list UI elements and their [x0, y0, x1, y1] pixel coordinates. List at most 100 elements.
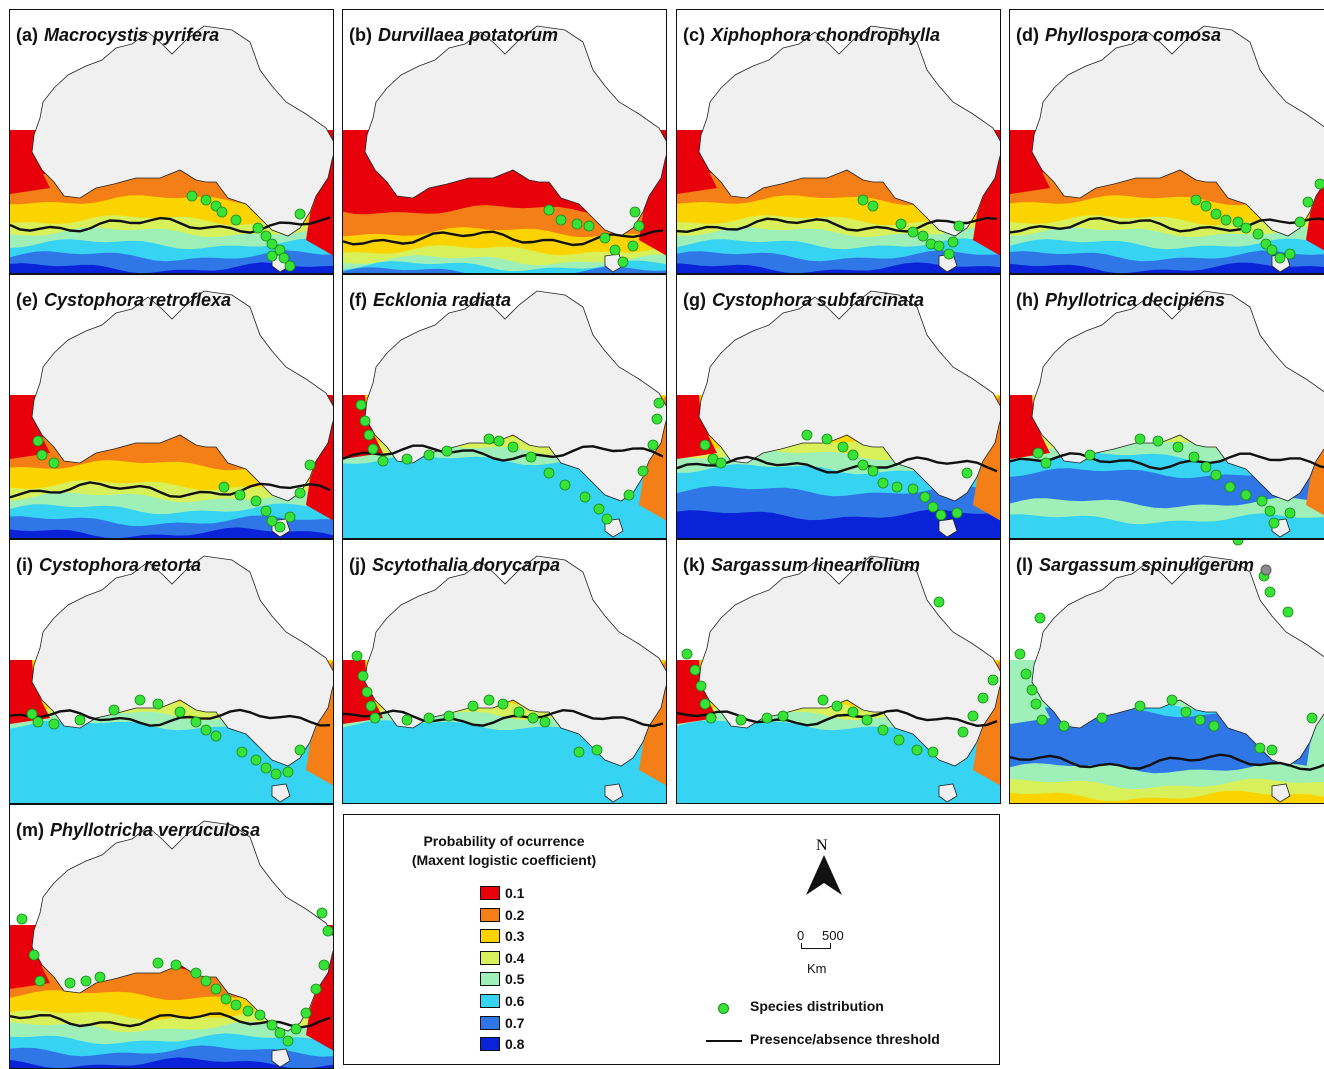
species-point — [191, 968, 201, 978]
map-panel: (a)Macrocystis pyrifera — [9, 9, 334, 274]
legend-item: 0.3 — [480, 928, 524, 944]
species-point — [592, 745, 602, 755]
species-name: Phyllotricha verruculosa — [50, 820, 260, 840]
species-point — [1181, 707, 1191, 717]
species-point — [1275, 253, 1285, 263]
species-point — [211, 731, 221, 741]
species-point — [231, 1000, 241, 1010]
species-point — [544, 205, 554, 215]
scale-zero: 0 — [797, 928, 804, 943]
species-point — [762, 713, 772, 723]
species-point — [378, 456, 388, 466]
species-point — [201, 725, 211, 735]
species-point — [892, 482, 902, 492]
species-point — [468, 701, 478, 711]
species-point — [261, 763, 271, 773]
panel-label: (d)Phyllospora comosa — [1016, 25, 1221, 46]
legend-item: 0.2 — [480, 907, 524, 923]
panel-letter: (e) — [16, 290, 38, 310]
species-point — [362, 687, 372, 697]
species-name: Phyllospora comosa — [1045, 25, 1221, 45]
species-point — [135, 695, 145, 705]
species-point — [1167, 695, 1177, 705]
probability-map — [10, 540, 334, 804]
species-point — [690, 665, 700, 675]
map-panel: (c)Xiphophora chondrophylla — [676, 9, 1001, 274]
species-point — [187, 191, 197, 201]
species-point — [311, 984, 321, 994]
map-panel: (f)Ecklonia radiata — [342, 274, 667, 539]
species-point — [1195, 715, 1205, 725]
panel-letter: (l) — [1016, 555, 1033, 575]
legend-value: 0.1 — [505, 885, 524, 901]
species-point — [630, 207, 640, 217]
species-point — [283, 1036, 293, 1046]
map-panel: (h)Phyllotrica decipiens — [1009, 274, 1324, 539]
species-point — [191, 717, 201, 727]
species-name: Cystophora retroflexa — [44, 290, 231, 310]
species-point — [33, 436, 43, 446]
species-point — [251, 755, 261, 765]
legend-swatch — [480, 1037, 500, 1051]
species-point-icon — [718, 1003, 729, 1014]
species-point — [634, 221, 644, 231]
species-point — [954, 221, 964, 231]
species-point — [962, 468, 972, 478]
species-point — [271, 769, 281, 779]
panel-label: (k) Sargassum linearifolium — [683, 555, 920, 576]
species-point — [285, 261, 295, 271]
species-point — [918, 231, 928, 241]
species-point — [1225, 482, 1235, 492]
species-name: Ecklonia radiata — [373, 290, 511, 310]
legend-swatch — [480, 972, 500, 986]
species-point — [936, 510, 946, 520]
species-point — [928, 502, 938, 512]
species-point — [1255, 743, 1265, 753]
species-point — [716, 458, 726, 468]
probability-map — [1010, 275, 1324, 539]
species-point — [638, 466, 648, 476]
species-point — [65, 978, 75, 988]
north-label: N — [816, 837, 828, 855]
panel-letter: (k) — [683, 555, 705, 575]
species-point — [1035, 613, 1045, 623]
species-point — [894, 735, 904, 745]
species-point — [1191, 195, 1201, 205]
species-point — [832, 701, 842, 711]
species-point — [878, 725, 888, 735]
species-name: Durvillaea potatorum — [378, 25, 558, 45]
species-point — [1031, 699, 1041, 709]
panel-label: (l)Sargassum spinuligerum — [1016, 555, 1254, 576]
species-name: Phyllotrica decipiens — [1045, 290, 1225, 310]
species-point — [572, 219, 582, 229]
species-point — [356, 400, 366, 410]
species-point — [912, 745, 922, 755]
panel-letter: (a) — [16, 25, 38, 45]
species-point — [221, 994, 231, 1004]
species-point — [1211, 209, 1221, 219]
species-point — [700, 699, 710, 709]
species-point — [594, 504, 604, 514]
species-point — [508, 442, 518, 452]
species-point — [1283, 607, 1293, 617]
legend-title-line2: (Maxent logistic coefficient) — [384, 852, 624, 868]
species-point — [444, 711, 454, 721]
species-point — [600, 233, 610, 243]
species-point — [251, 496, 261, 506]
probability-map — [343, 275, 667, 539]
species-point — [231, 215, 241, 225]
species-point — [878, 478, 888, 488]
species-point — [217, 207, 227, 217]
species-point — [253, 223, 263, 233]
species-name: Sargassum linearifolium — [711, 555, 920, 575]
species-point — [652, 414, 662, 424]
species-point — [243, 1006, 253, 1016]
species-point — [153, 699, 163, 709]
species-point — [514, 707, 524, 717]
species-point — [682, 649, 692, 659]
species-point — [295, 209, 305, 219]
map-panel: (m)Phyllotricha verruculosa — [9, 804, 334, 1069]
probability-map — [10, 805, 334, 1069]
species-point — [584, 221, 594, 231]
species-point — [317, 908, 327, 918]
